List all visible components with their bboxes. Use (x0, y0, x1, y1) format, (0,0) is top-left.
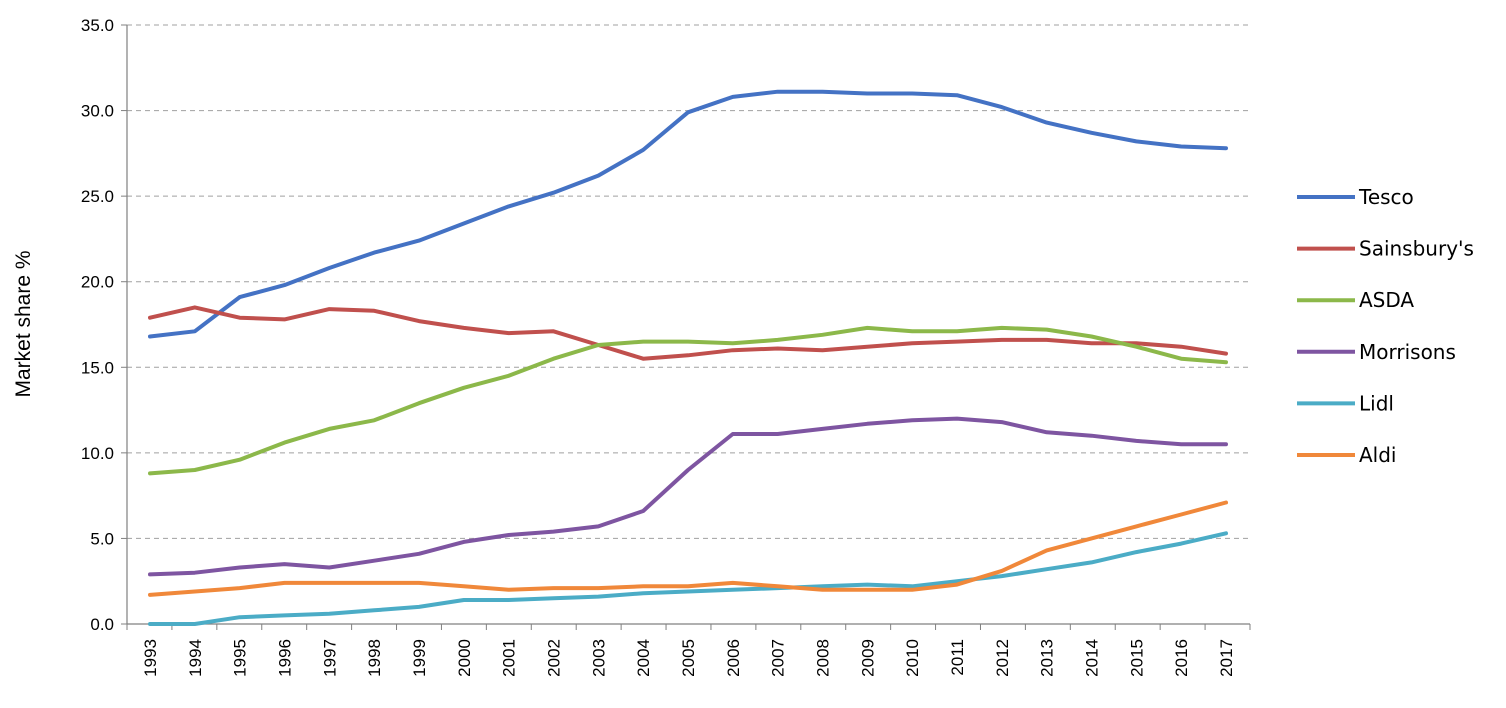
x-tick-label: 2011 (948, 639, 967, 676)
y-axis-title: Market share % (12, 250, 35, 397)
x-tick-label: 2006 (724, 639, 743, 677)
series-line-asda (148, 325, 1228, 476)
series-line-tesco (148, 89, 1228, 339)
x-tick-label: 1999 (410, 639, 429, 677)
series-line-sainsbury-s (148, 305, 1228, 361)
x-tick-label: 2017 (1217, 639, 1236, 677)
legend-label-lidl: Lidl (1359, 391, 1394, 415)
x-tick-label: 1998 (365, 639, 384, 677)
x-tick-label: 2015 (1127, 639, 1146, 677)
x-tick-labels: 1993 1994 1995 1996 1997 1998 1999 2000 2001 2002… (141, 639, 1236, 677)
y-tick-label: 15.0 (81, 358, 114, 377)
legend-label-sainsbury-s: Sainsbury's (1359, 237, 1474, 261)
x-tick-label: 2007 (769, 639, 788, 677)
y-tick-label: 0.0 (90, 615, 114, 634)
x-tick-label: 1995 (231, 639, 250, 677)
x-tick-label: 2009 (858, 639, 877, 677)
x-tick-label: 2016 (1172, 639, 1191, 677)
legend-label-tesco: Tesco (1358, 185, 1414, 209)
x-tick-label: 2013 (1038, 639, 1057, 677)
y-tick-label: 10.0 (81, 444, 114, 463)
legend-label-aldi: Aldi (1359, 443, 1397, 467)
series-lines (148, 89, 1228, 626)
x-tick-label: 2012 (993, 639, 1012, 677)
x-tick-label: 2010 (903, 639, 922, 677)
x-tick-label: 2003 (589, 639, 608, 677)
x-tick-label: 2001 (500, 639, 519, 677)
y-tick-labels: 0.0 5.0 10.0 15.0 20.0 25.0 30.0 35.0 (81, 16, 114, 634)
series-line-lidl (148, 531, 1228, 626)
y-tick-label: 20.0 (81, 273, 114, 292)
y-tick-label: 5.0 (90, 529, 114, 548)
x-tick-label: 2014 (1083, 639, 1102, 677)
series-line-aldi (148, 500, 1228, 597)
y-tick-label: 35.0 (81, 16, 114, 35)
x-tick-label: 2005 (679, 639, 698, 677)
x-tick-label: 2004 (634, 639, 653, 677)
series-line-morrisons (148, 416, 1228, 577)
legend: Tesco Sainsbury's ASDA Morrisons Lidl Aldi (1297, 185, 1474, 467)
x-tick-label: 2008 (814, 639, 833, 677)
x-tick-label: 2002 (545, 639, 564, 677)
x-tick-label: 1997 (320, 639, 339, 677)
x-tick-label: 1994 (186, 639, 205, 677)
x-tick-label: 1996 (276, 639, 295, 677)
y-tick-label: 25.0 (81, 187, 114, 206)
legend-label-morrisons: Morrisons (1359, 340, 1456, 364)
axes (121, 24, 1251, 630)
legend-label-asda: ASDA (1359, 288, 1414, 312)
x-tick-label: 2000 (455, 639, 474, 677)
x-tick-label: 1993 (141, 639, 160, 677)
y-tick-label: 30.0 (81, 102, 114, 121)
